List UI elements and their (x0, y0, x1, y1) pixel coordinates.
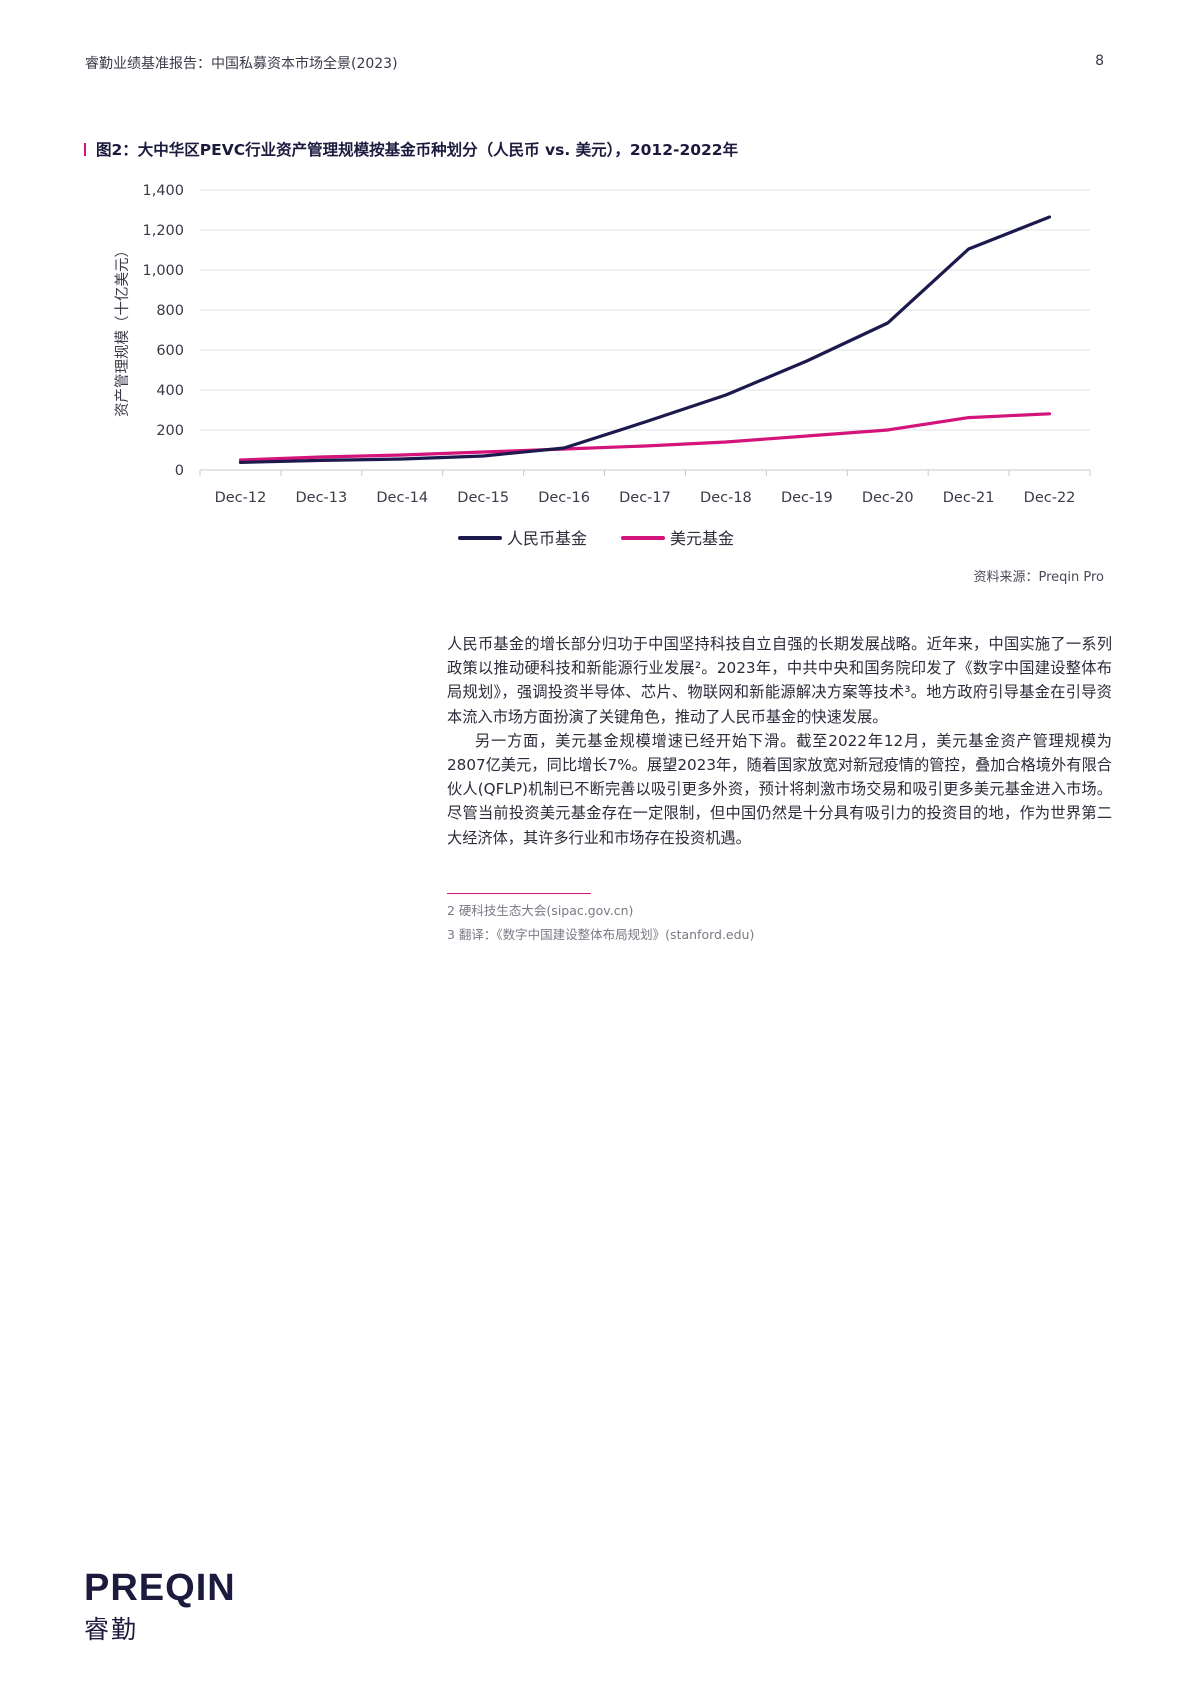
source-note: 资料来源：Preqin Pro (973, 570, 1104, 585)
y-tick-label: 600 (156, 343, 184, 359)
x-tick-label: Dec-22 (1024, 490, 1076, 506)
line-chart: 0 200 400 600 800 1,000 1,200 1,400 Dec-12 Dec-13… (114, 183, 1091, 548)
report-header-title: 睿勤业绩基准报告：中国私募资本市场全景(2023) (85, 56, 398, 72)
x-tick-label: Dec-12 (215, 490, 267, 506)
footnote-3: 3 翻译：《数字中国建设整体布局规划》(stanford.edu) (447, 927, 755, 942)
x-tick-label: Dec-18 (700, 490, 752, 506)
x-tick-label: Dec-19 (781, 490, 833, 506)
preqin-logo: PREQIN 睿勤 (84, 1568, 236, 1646)
y-tick-label: 400 (156, 383, 184, 399)
paragraph-2: 另一方面，美元基金规模增速已经开始下滑。截至2022年12月，美元基金资产管理规… (447, 731, 1112, 847)
x-tick-label: Dec-14 (376, 490, 428, 506)
paragraph-1: 人民币基金的增长部分归功于中国坚持科技自立自强的长期发展战略。近年来，中国实施了… (447, 635, 1112, 726)
logo-chinese: 睿勤 (84, 1615, 139, 1644)
y-tick-label: 1,200 (142, 223, 184, 239)
footnotes: 2 硬科技生态大会(sipac.gov.cn) 3 翻译：《数字中国建设整体布局… (447, 899, 754, 947)
title-accent-bar (84, 143, 86, 156)
figure-title-text: 图2：大中华区PEVC行业资产管理规模按基金币种划分（人民币 vs. 美元），2… (96, 141, 739, 159)
y-axis-label: 资产管理规模（十亿美元） (114, 243, 131, 417)
footnote-2: 2 硬科技生态大会(sipac.gov.cn) (447, 903, 634, 918)
y-tick-label: 1,400 (142, 183, 184, 199)
x-tick-label: Dec-15 (457, 490, 509, 506)
y-tick-label: 0 (175, 463, 184, 479)
series-line (238, 215, 1052, 464)
x-tick-label: Dec-16 (538, 490, 590, 506)
y-tick-label: 1,000 (142, 263, 184, 279)
y-tick-label: 800 (156, 303, 184, 319)
body-text: 人民币基金的增长部分归功于中国坚持科技自立自强的长期发展战略。近年来，中国实施了… (447, 632, 1112, 850)
y-tick-label: 200 (156, 423, 184, 439)
x-tick-label: Dec-21 (943, 490, 995, 506)
x-tick-label: Dec-20 (862, 490, 914, 506)
x-tick-label: Dec-13 (295, 490, 347, 506)
series-line (238, 412, 1052, 462)
figure-title: 图2：大中华区PEVC行业资产管理规模按基金币种划分（人民币 vs. 美元），2… (84, 138, 738, 160)
legend-label: 人民币基金 (507, 529, 587, 548)
page-number: 8 (1095, 53, 1104, 69)
x-tick-label: Dec-17 (619, 490, 671, 506)
footnote-divider (447, 893, 591, 894)
logo-wordmark: PREQIN (84, 1567, 236, 1609)
legend-label: 美元基金 (670, 529, 734, 548)
